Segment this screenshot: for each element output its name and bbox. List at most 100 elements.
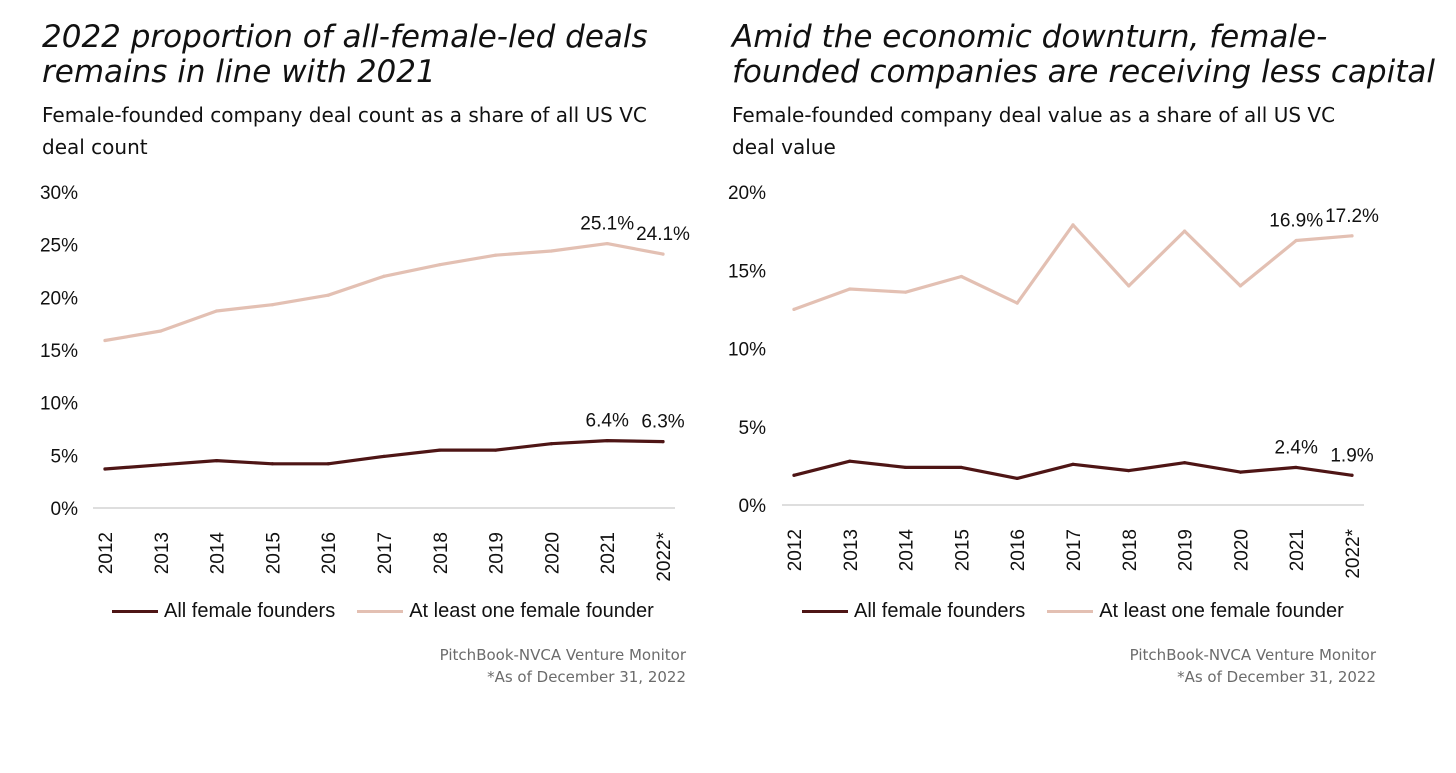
- source-line: PitchBook-NVCA Venture Monitor: [439, 646, 686, 664]
- x-tick-label: 2015: [952, 529, 973, 571]
- y-tick-label: 0%: [51, 499, 79, 520]
- data-point: [661, 252, 665, 256]
- y-tick-label: 0%: [739, 496, 767, 517]
- chart-subtitle: Female-founded company deal count as a s…: [42, 99, 702, 163]
- x-tick-label: 2012: [96, 532, 117, 574]
- series-line: [792, 223, 1354, 311]
- data-point: [494, 448, 498, 452]
- chart-title: 2022 proportion of all-female-led deals …: [42, 20, 702, 90]
- legend-label: At least one female founder: [1099, 599, 1344, 622]
- x-tick-label: 2020: [1231, 529, 1252, 571]
- y-tick-label: 20%: [728, 183, 766, 204]
- chart-title-line: founded companies are receiving less cap…: [732, 54, 1435, 90]
- source-note: PitchBook-NVCA Venture Monitor *As of De…: [1130, 644, 1376, 688]
- footnote-line: *As of December 31, 2022: [487, 668, 686, 686]
- data-point: [438, 263, 442, 267]
- legend-swatch-all-female: [802, 609, 848, 613]
- data-point: [1015, 301, 1019, 305]
- data-point: [549, 442, 554, 446]
- data-point: [1127, 468, 1131, 473]
- chart-panel-deal-count: 2022 proportion of all-female-led deals …: [0, 0, 700, 773]
- x-tick-label: 2021: [1287, 529, 1308, 571]
- data-point: [494, 253, 498, 257]
- y-tick-label: 10%: [40, 394, 78, 415]
- x-tick-label: 2016: [319, 532, 340, 574]
- footnote-line: *As of December 31, 2022: [1177, 668, 1376, 686]
- legend-swatch-at-least-one: [1047, 609, 1094, 613]
- x-tick-label: 2020: [542, 532, 563, 574]
- chart-title: Amid the economic downturn, female- foun…: [732, 19, 1435, 90]
- legend-label: All female founders: [164, 599, 336, 622]
- chart-title-line: remains in line with 2021: [42, 54, 436, 90]
- y-tick-label: 15%: [40, 341, 78, 362]
- x-tick-label: 2022*: [654, 531, 675, 581]
- line-chart-deal-count: 0% 5% 10% 15% 20% 25% 30% 2012 2013 2014 2015 2016 2…: [40, 183, 690, 582]
- data-point: [270, 462, 274, 466]
- data-point: [326, 462, 330, 466]
- x-tick-label: 2021: [598, 532, 619, 574]
- chart-title-line: Amid the economic downturn, female-: [732, 19, 1328, 55]
- data-point: [959, 465, 963, 470]
- data-point: [159, 463, 163, 467]
- x-tick-label: 2014: [897, 529, 918, 572]
- legend-item-all-female: All female founders: [112, 600, 335, 623]
- data-label: 24.1%: [636, 224, 690, 245]
- chart-subtitle-line: deal value: [732, 135, 836, 159]
- x-tick-label: 2013: [841, 529, 862, 571]
- chart-subtitle-line: deal count: [42, 135, 148, 159]
- source-note: PitchBook-NVCA Venture Monitor *As of De…: [440, 644, 686, 688]
- legend-item-at-least-one: At least one female founder: [1047, 600, 1344, 623]
- data-point: [792, 473, 796, 477]
- data-point: [1294, 465, 1298, 470]
- data-point: [792, 307, 796, 311]
- data-point: [270, 303, 274, 307]
- data-point: [848, 287, 852, 291]
- chart-title-line: 2022 proportion of all-female-led deals: [42, 19, 648, 55]
- data-point: [215, 459, 219, 463]
- data-point: [438, 448, 442, 452]
- legend-item-all-female: All female founders: [802, 600, 1025, 623]
- y-tick-label: 5%: [739, 418, 767, 439]
- x-tick-label: 2012: [785, 529, 806, 571]
- data-point: [959, 274, 963, 279]
- data-point: [382, 274, 386, 278]
- x-tick-label: 2017: [1064, 529, 1085, 571]
- chart-subtitle: Female-founded company deal value as a s…: [732, 99, 1392, 163]
- chart-panel-deal-value: Amid the economic downturn, female- foun…: [690, 0, 1435, 773]
- data-point: [1071, 223, 1075, 227]
- data-label: 2.4%: [1275, 437, 1318, 458]
- chart-legend: All female founders At least one female …: [802, 598, 1344, 624]
- legend-item-at-least-one: At least one female founder: [357, 600, 654, 623]
- legend-swatch-at-least-one: [357, 609, 404, 613]
- data-point: [605, 438, 609, 443]
- data-label: 25.1%: [580, 214, 634, 235]
- y-tick-label: 10%: [728, 340, 766, 361]
- x-tick-label: 2014: [208, 532, 229, 575]
- data-label: 16.9%: [1269, 211, 1323, 232]
- data-point: [1071, 462, 1075, 466]
- legend-label: All female founders: [854, 599, 1026, 622]
- chart-legend: All female founders At least one female …: [112, 598, 654, 624]
- legend-swatch-all-female: [112, 609, 158, 613]
- x-tick-label: 2018: [431, 532, 452, 574]
- legend-label: At least one female founder: [409, 599, 654, 622]
- x-tick-label: 2022*: [1343, 528, 1364, 578]
- y-tick-label: 5%: [51, 446, 79, 467]
- data-point: [904, 465, 908, 470]
- data-point: [326, 293, 330, 297]
- data-point: [215, 309, 219, 313]
- data-point: [103, 467, 107, 471]
- data-point: [103, 338, 107, 343]
- data-point: [1238, 470, 1242, 474]
- data-label: 1.9%: [1330, 445, 1373, 466]
- x-tick-label: 2019: [1176, 529, 1197, 571]
- data-label: 6.4%: [586, 411, 629, 432]
- data-point: [661, 440, 665, 444]
- data-label: 6.3%: [641, 412, 684, 433]
- chart-subtitle-line: Female-founded company deal count as a s…: [42, 103, 647, 127]
- y-tick-label: 25%: [40, 236, 78, 257]
- y-tick-label: 15%: [728, 261, 766, 282]
- data-point: [848, 459, 852, 463]
- y-tick-label: 30%: [40, 183, 78, 204]
- data-point: [605, 242, 609, 246]
